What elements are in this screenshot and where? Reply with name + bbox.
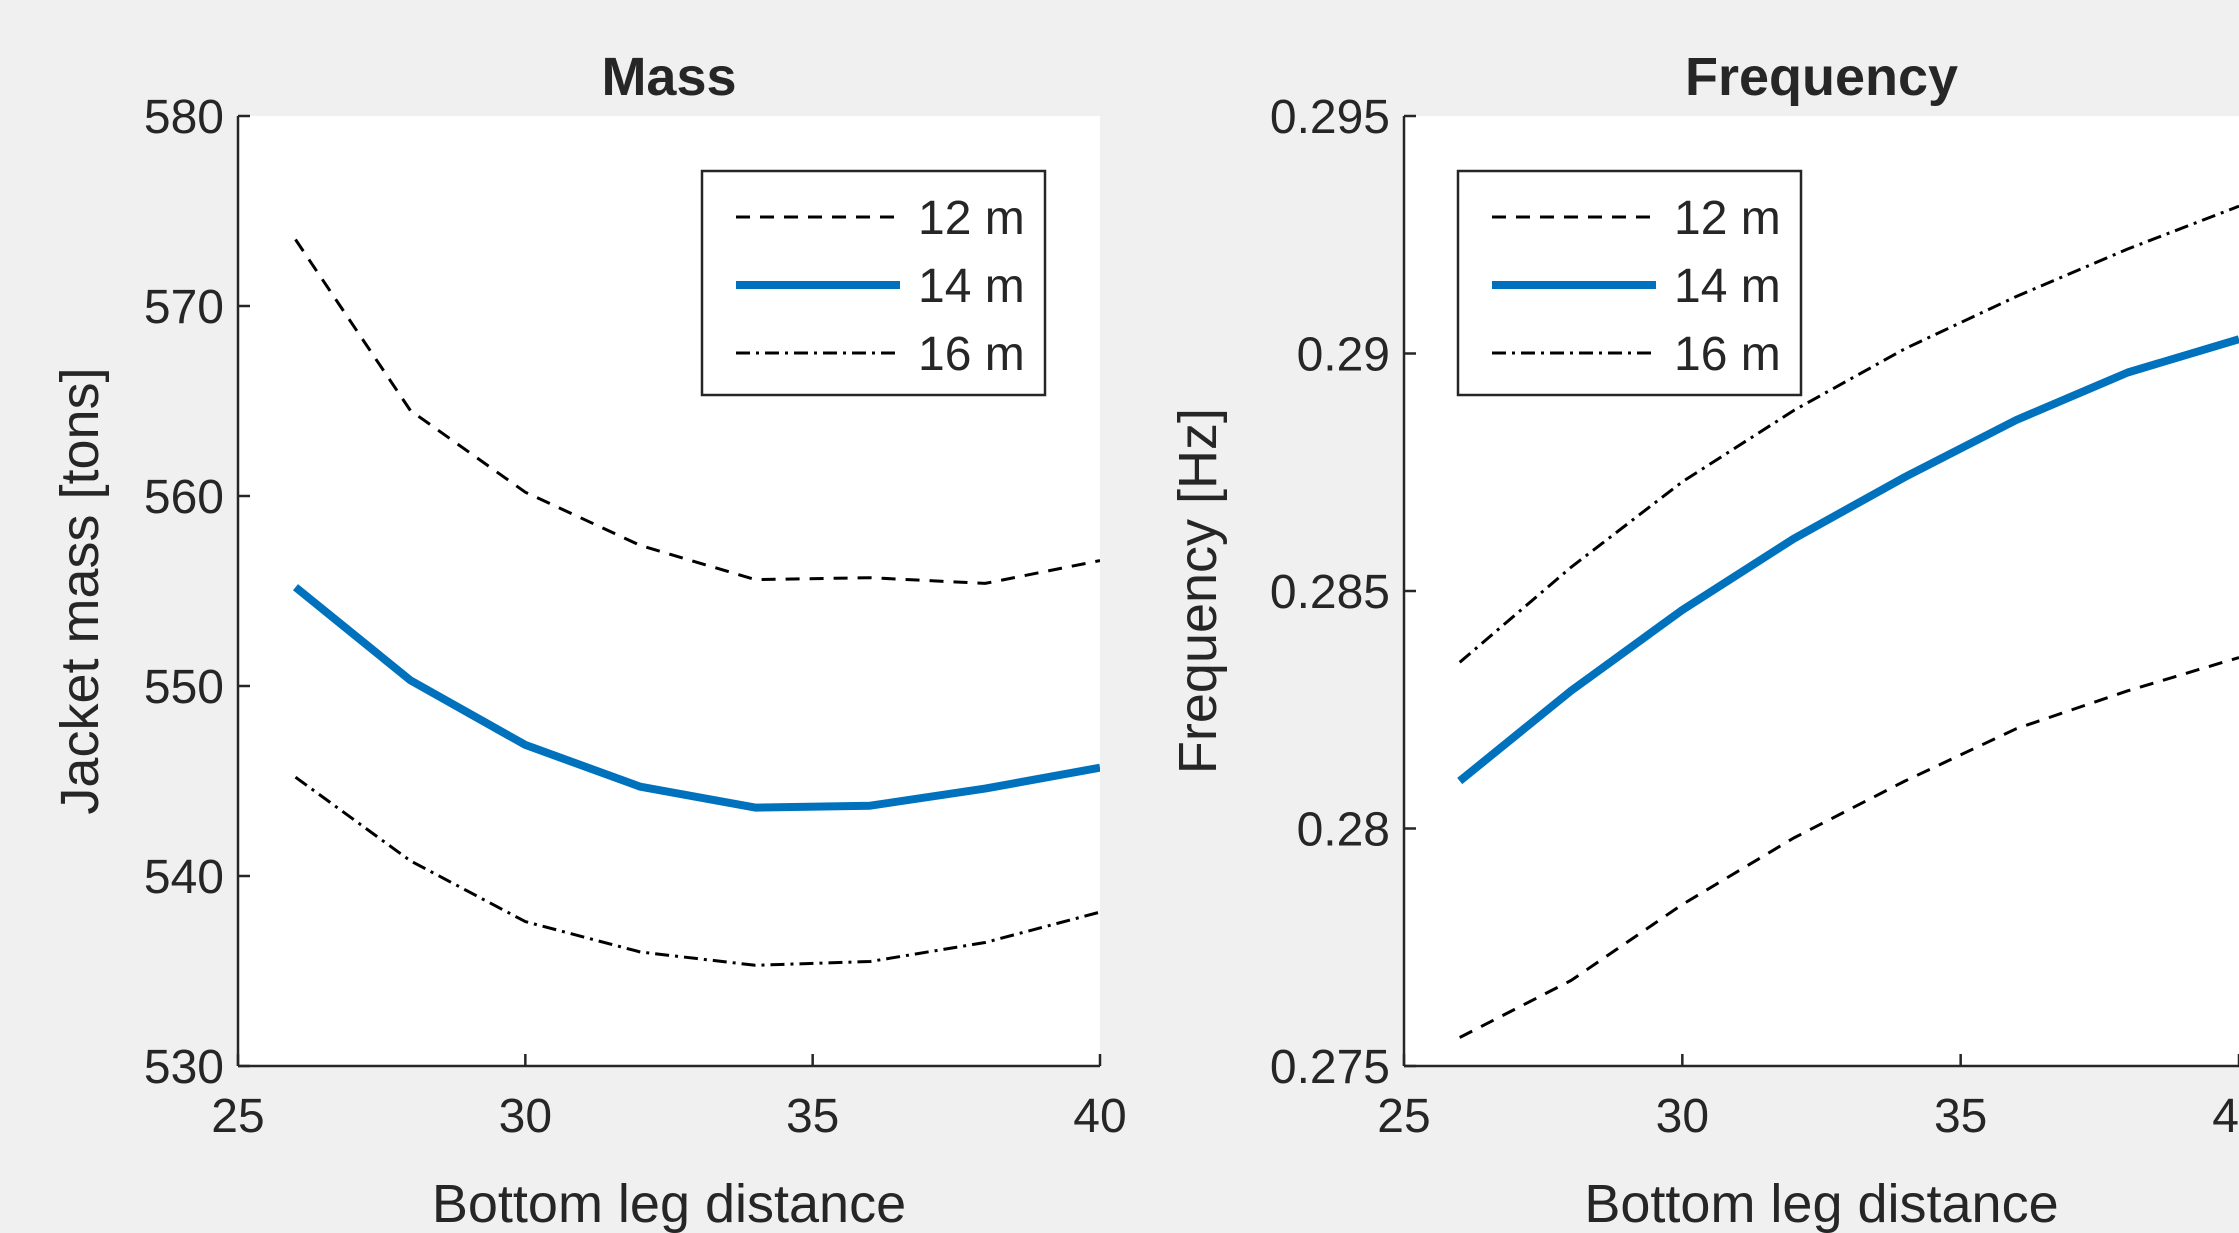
x-axis-label: Bottom leg distance: [432, 1174, 906, 1233]
y-tick-label: 550: [144, 661, 224, 714]
series-group: [292, 238, 1100, 967]
legend-label: 16 m: [1674, 328, 1781, 381]
series-line-12m: [1459, 656, 2239, 1039]
y-axis-label: Frequency [Hz]: [1168, 408, 1228, 774]
series-group: [1457, 204, 2239, 1039]
y-axis-label: Jacket mass [tons]: [50, 367, 110, 814]
legend: 12 m 14 m 16 m: [1456, 169, 1803, 397]
y-tick-label: 570: [144, 281, 224, 334]
legend-label: 16 m: [918, 328, 1025, 381]
legend-label: 14 m: [918, 260, 1025, 313]
x-tick-label: 30: [499, 1090, 552, 1143]
chart-title: Frequency: [1685, 47, 1958, 107]
x-tick-label: 30: [1656, 1090, 1709, 1143]
series-line-12m: [294, 238, 1100, 585]
y-tick-label: 530: [144, 1041, 224, 1094]
y-tick-label: 0.285: [1270, 566, 1390, 619]
series-line-14m: [1457, 335, 2239, 785]
y-tick-label: 0.295: [1270, 91, 1390, 144]
x-tick-label: 35: [786, 1090, 839, 1143]
legend-label: 14 m: [1674, 260, 1781, 313]
x-tick-label: 40: [2212, 1090, 2239, 1143]
y-tick-label: 0.28: [1297, 804, 1390, 857]
series-line-14m: [292, 584, 1100, 812]
y-tick-label: 580: [144, 91, 224, 144]
x-axis-label: Bottom leg distance: [1584, 1174, 2058, 1233]
y-tick-label: 540: [144, 851, 224, 904]
chart-2: 0.275 0.28 0.285 0.29 0.295 25 30 35 40 Frequency…: [1168, 47, 2239, 1233]
chart-title: Mass: [601, 47, 736, 107]
x-tick-label: 25: [1377, 1090, 1430, 1143]
x-tick-label: 35: [1934, 1090, 1987, 1143]
y-tick-label: 0.275: [1270, 1041, 1390, 1094]
legend: 12 m 14 m 16 m: [700, 169, 1047, 397]
y-tick-label: 0.29: [1297, 329, 1390, 382]
series-line-16m: [294, 775, 1100, 967]
x-tick-label: 40: [1073, 1090, 1126, 1143]
chart-1: 530 540 550 560 570 580 25 30 35 40 Mass Bottom leg…: [50, 47, 1127, 1233]
legend-label: 12 m: [918, 192, 1025, 245]
x-tick-label: 25: [211, 1090, 264, 1143]
y-tick-label: 560: [144, 471, 224, 524]
legend-label: 12 m: [1674, 192, 1781, 245]
